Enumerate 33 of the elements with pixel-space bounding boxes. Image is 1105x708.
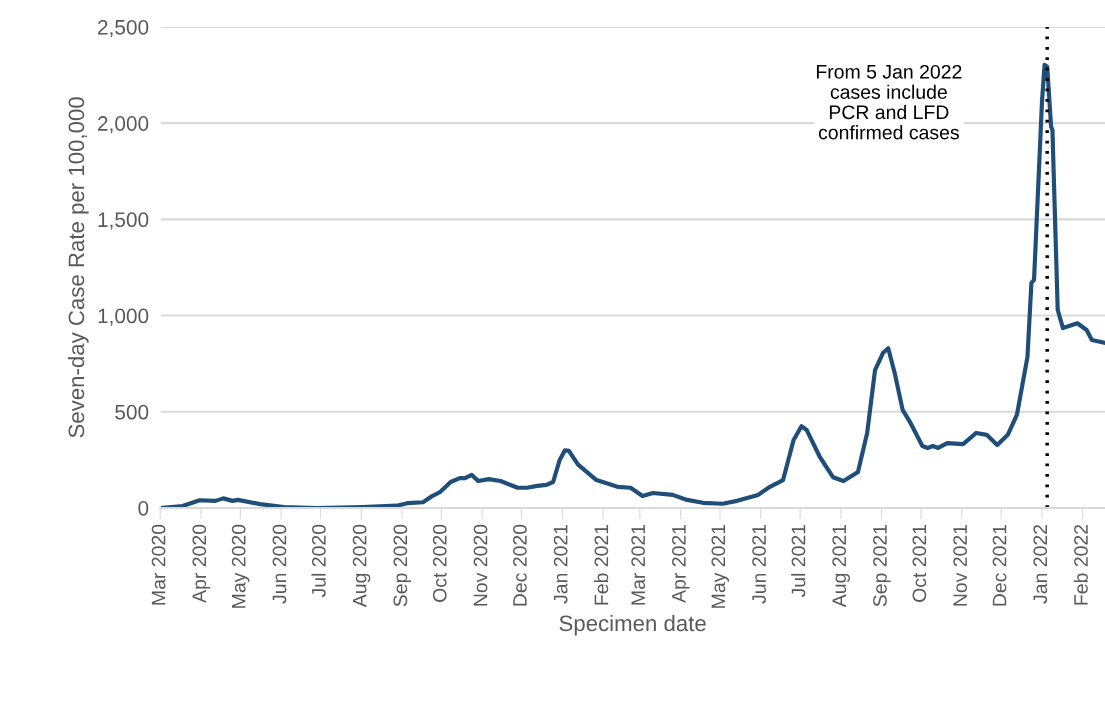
x-tick-label: Aug 2020: [352, 524, 371, 608]
x-tick-label: Oct 2021: [912, 524, 927, 602]
x-tick-label: Sep 2021: [873, 524, 891, 607]
y-tick-label: 2,500: [98, 19, 149, 38]
x-tick-label: May 2020: [231, 524, 250, 608]
x-tick-label: Apr 2021: [672, 524, 690, 603]
x-tick-label: Oct 2020: [432, 524, 447, 602]
y-tick-label: 1,500: [98, 212, 149, 230]
x-tick-label: Jan 2021: [553, 524, 568, 604]
x-tick-label: Jun 2021: [752, 524, 766, 604]
x-tick-label: Feb 2021: [593, 524, 609, 605]
x-axis-title: Specimen date: [559, 614, 706, 636]
y-tick-label: 500: [115, 404, 149, 420]
x-tick-label: Jan 2022: [1033, 524, 1048, 604]
x-tick-label: Mar 2021: [631, 524, 646, 605]
x-tick-label: Apr 2020: [192, 524, 211, 603]
x-tick-label: Nov 2020: [473, 524, 488, 606]
x-tick-label: Dec 2020: [513, 524, 527, 606]
x-tick-label: May 2021: [711, 524, 730, 608]
y-tick-label: 1,000: [98, 308, 149, 326]
x-tick-label: Jun 2020: [272, 524, 287, 604]
x-tick-label: Jul 2021: [791, 524, 806, 598]
x-tick-label: Mar 2020: [151, 524, 166, 605]
x-tick-label: Sep 2020: [393, 524, 412, 607]
y-tick-label: 2,000: [98, 116, 149, 134]
x-tick-label: Aug 2021: [832, 524, 850, 608]
ref-line-label: From 5 Jan 2022 cases include PCR and LFD confirmed cases: [816, 64, 962, 140]
x-tick-label: Jul 2020: [311, 524, 326, 598]
y-tick-label: 0: [138, 500, 149, 516]
y-axis-title: Seven-day Case Rate per 100,000: [67, 97, 89, 438]
x-tick-label: Dec 2021: [992, 524, 1007, 606]
x-tick-label: Nov 2021: [953, 524, 967, 606]
x-tick-label: Feb 2022: [1073, 524, 1088, 605]
